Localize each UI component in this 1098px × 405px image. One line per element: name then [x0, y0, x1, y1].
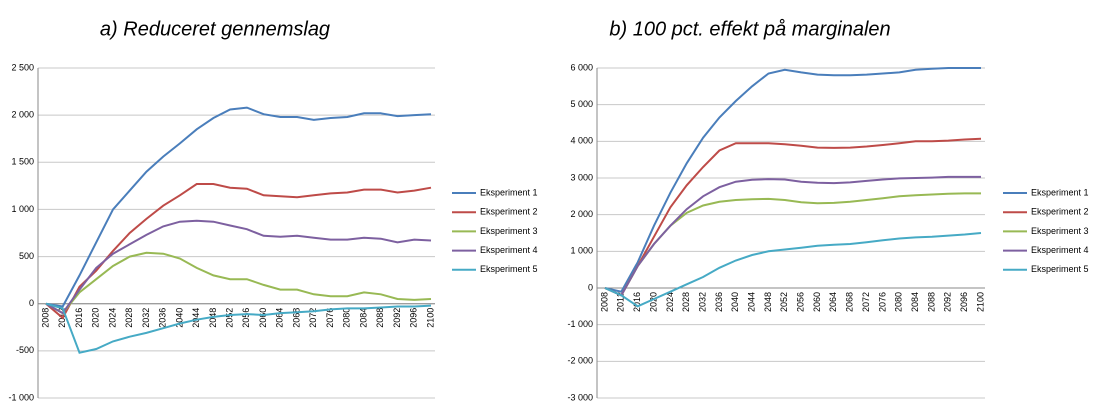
x-tick-label: 2020 [648, 292, 658, 312]
x-tick-label: 2084 [910, 292, 920, 312]
y-tick-label: -500 [16, 345, 34, 355]
y-tick-label: 0 [588, 282, 593, 292]
y-tick-label: 3 000 [570, 172, 593, 182]
y-tick-label: 5 000 [570, 99, 593, 109]
legend-label: Eksperiment 3 [1031, 226, 1089, 236]
line-series [604, 175, 981, 297]
line-series [45, 302, 432, 354]
legend-label: Eksperiment 5 [1031, 264, 1089, 274]
x-tick-label: 2080 [894, 292, 904, 312]
x-tick-label: 2060 [812, 292, 822, 312]
x-tick-label: 2056 [241, 308, 251, 328]
x-tick-label: 2024 [665, 292, 675, 312]
y-tick-label: -2 000 [567, 356, 593, 366]
legend-label: Eksperiment 2 [1031, 207, 1089, 217]
x-tick-label: 2088 [926, 292, 936, 312]
line-series [45, 219, 432, 315]
line-series [45, 183, 432, 320]
legend-label: Eksperiment 4 [480, 245, 538, 255]
legend-label: Eksperiment 3 [480, 226, 538, 236]
x-tick-label: 2096 [409, 308, 419, 328]
x-tick-label: 2084 [358, 308, 368, 328]
x-tick-label: 2040 [730, 292, 740, 312]
x-tick-label: 2036 [714, 292, 724, 312]
y-tick-label: -1 000 [567, 319, 593, 329]
x-tick-label: 2068 [291, 308, 301, 328]
x-tick-label: 2040 [174, 308, 184, 328]
legend-label: Eksperiment 5 [480, 264, 538, 274]
x-tick-label: 2092 [943, 292, 953, 312]
x-tick-label: 2060 [258, 308, 268, 328]
y-tick-label: 6 000 [570, 62, 593, 72]
x-tick-label: 2032 [141, 308, 151, 328]
y-tick-label: 1 500 [11, 157, 34, 167]
x-tick-label: 2096 [959, 292, 969, 312]
x-tick-label: 2076 [877, 292, 887, 312]
y-tick-label: 2 000 [570, 209, 593, 219]
y-tick-label: -3 000 [567, 392, 593, 402]
x-tick-label: 2016 [74, 308, 84, 328]
chart-title: b) 100 pct. effekt på marginalen [609, 18, 890, 40]
x-tick-label: 2100 [425, 308, 435, 328]
x-tick-label: 2056 [796, 292, 806, 312]
x-tick-label: 2028 [681, 292, 691, 312]
x-tick-label: 2072 [308, 308, 318, 328]
y-tick-label: 2 000 [11, 110, 34, 120]
legend-label: Eksperiment 2 [480, 207, 538, 217]
y-tick-label: 0 [29, 298, 34, 308]
x-tick-label: 2036 [158, 308, 168, 328]
x-tick-label: 2016 [632, 292, 642, 312]
chart-title: a) Reduceret gennemslag [100, 18, 330, 40]
y-tick-label: 1 000 [570, 246, 593, 256]
line-series [604, 67, 981, 293]
x-tick-label: 2092 [392, 308, 402, 328]
x-tick-label: 2032 [697, 292, 707, 312]
line-series [45, 251, 432, 315]
x-tick-label: 2048 [763, 292, 773, 312]
x-tick-label: 2044 [191, 308, 201, 328]
legend-label: Eksperiment 4 [1031, 245, 1089, 255]
y-tick-label: 1 000 [11, 204, 34, 214]
x-tick-label: 2052 [225, 308, 235, 328]
line-series [45, 106, 432, 308]
x-tick-label: 2008 [599, 292, 609, 312]
y-tick-label: 500 [19, 251, 34, 261]
x-tick-label: 2052 [779, 292, 789, 312]
line-series [604, 137, 982, 297]
x-tick-label: 2072 [861, 292, 871, 312]
y-tick-label: 4 000 [570, 136, 593, 146]
x-tick-label: 2064 [275, 308, 285, 328]
x-tick-label: 2064 [828, 292, 838, 312]
x-tick-label: 2076 [325, 308, 335, 328]
x-tick-label: 2020 [91, 308, 101, 328]
y-tick-label: 2 500 [11, 62, 34, 72]
x-tick-label: 2028 [124, 308, 134, 328]
y-tick-label: -1 000 [8, 392, 34, 402]
x-tick-label: 2012 [616, 292, 626, 312]
x-tick-label: 2080 [342, 308, 352, 328]
legend-label: Eksperiment 1 [480, 187, 538, 197]
line-series [604, 232, 982, 308]
x-tick-label: 2100 [975, 292, 985, 312]
legend-label: Eksperiment 1 [1031, 187, 1089, 197]
x-tick-label: 2044 [747, 292, 757, 312]
x-tick-label: 2008 [40, 308, 50, 328]
x-tick-label: 2068 [845, 292, 855, 312]
x-tick-label: 2088 [375, 308, 385, 328]
x-tick-label: 2024 [107, 308, 117, 328]
